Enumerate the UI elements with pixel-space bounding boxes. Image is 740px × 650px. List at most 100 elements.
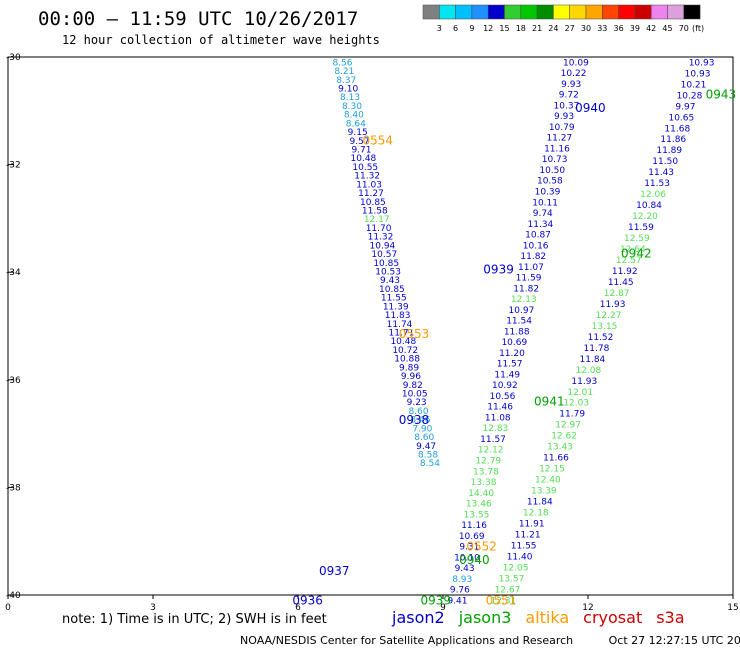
colorbar-swatch (650, 4, 668, 20)
swh-value: 10.39 (535, 188, 561, 198)
colorbar-swatch (569, 4, 587, 20)
swh-value: 10.10 (454, 553, 480, 563)
colorbar-unit: (ft) (692, 24, 704, 33)
swh-value: 12.06 (640, 190, 666, 200)
swh-value: 8.56 (332, 58, 352, 68)
swh-value: 9.10 (338, 85, 358, 95)
mission-legend-item: cryosat (583, 608, 643, 627)
colorbar-swatch (667, 4, 685, 20)
swh-value: 10.11 (532, 198, 558, 208)
colorbar-swatch (422, 4, 440, 20)
x-tick-label: 0 (5, 603, 11, 613)
swh-value: 11.71 (389, 328, 415, 338)
swh-value: 11.83 (385, 311, 411, 321)
swh-value: 11.74 (387, 320, 413, 330)
swh-value: 11.39 (383, 302, 409, 312)
swh-value: 12.62 (551, 432, 577, 442)
pass-time-label: 0940 (575, 101, 606, 115)
swh-value: 11.16 (461, 521, 487, 531)
swh-value: 11.45 (608, 278, 634, 288)
swh-value: 11.68 (664, 124, 690, 134)
swh-value: 10.87 (525, 231, 551, 241)
colorbar-label: 12 (483, 24, 493, 33)
colorbar-label: 24 (548, 24, 558, 33)
swh-value: 12.57 (616, 256, 642, 266)
swh-value: 10.50 (539, 166, 565, 176)
swh-value: 12.27 (596, 311, 622, 321)
swh-value: 10.69 (501, 338, 527, 348)
colorbar: 3 6 9 12 15 18 21 24 27 30 33 36 39 42 45 70 (ft) (422, 4, 704, 33)
swh-value: 14.40 (468, 489, 494, 499)
swh-value: 8.60 (409, 407, 429, 417)
colorbar-swatch (553, 4, 570, 20)
colorbar-label: 33 (597, 24, 607, 33)
swh-value: 12.64 (620, 245, 646, 255)
y-tick-label: -38 (6, 483, 21, 493)
swh-value: 8.58 (418, 450, 438, 460)
swh-value: 12.12 (478, 446, 504, 456)
pass-time-label: 0551 (486, 593, 517, 607)
swh-value: 9.82 (403, 381, 423, 391)
swh-value: 11.59 (628, 223, 654, 233)
swh-value: 10.55 (352, 163, 378, 173)
swh-value: 9.15 (348, 128, 368, 138)
colorbar-swatch (536, 4, 554, 20)
pass-time-label: 0940 (459, 553, 490, 567)
track-values: 8.568.218.379.108.138.308.408.649.159.57… (332, 58, 714, 606)
swh-value: 11.40 (507, 552, 533, 562)
swh-value: 9.76 (450, 586, 470, 596)
swh-value: 9.31 (459, 543, 479, 553)
swh-value: 11.70 (366, 224, 392, 234)
swh-value: 10.48 (390, 337, 416, 347)
swh-value: 11.55 (511, 541, 537, 551)
swh-value: 11.53 (644, 179, 670, 189)
mission-legend: jason2 jason3 altika cryosat s3a (392, 608, 699, 627)
swh-value: 10.92 (492, 381, 518, 391)
swh-value: 9.97 (675, 102, 695, 112)
swh-value: 10.97 (509, 306, 535, 316)
swh-value: 9.43 (380, 276, 400, 286)
swh-value: 11.79 (559, 410, 585, 420)
swh-value: 11.08 (485, 413, 511, 423)
x-tick-label: 6 (295, 603, 301, 613)
swh-value: 10.28 (677, 91, 703, 101)
swh-value: 11.57 (480, 435, 506, 445)
swh-value: 9.74 (533, 209, 553, 219)
colorbar-label: 45 (662, 24, 672, 33)
swh-value: 12.83 (483, 424, 509, 434)
swh-value: 11.27 (358, 189, 384, 199)
colorbar-label: 21 (532, 24, 542, 33)
swh-value: 8.46 (410, 416, 430, 426)
swh-value: 11.93 (571, 377, 597, 387)
swh-value: 8.54 (420, 459, 440, 469)
swh-value: 10.57 (371, 250, 397, 260)
swh-value: 11.89 (656, 146, 682, 156)
swh-value: 11.82 (513, 284, 539, 294)
swh-value: 8.93 (452, 575, 472, 585)
pass-time-label: 0941 (534, 394, 565, 408)
colorbar-label: 36 (614, 24, 624, 33)
swh-value: 11.93 (600, 300, 626, 310)
swh-value: 9.71 (351, 146, 371, 156)
chart-axes: 0 3 6 9 12 15 -40 -38 -36 -34 -32 -30 (5, 53, 739, 613)
swh-value: 12.03 (563, 399, 589, 409)
pass-time-label: 0554 (362, 133, 393, 147)
chart-subtitle: 12 hour collection of altimeter wave hei… (62, 33, 380, 47)
swh-value: 11.27 (546, 134, 572, 144)
swh-value: 9.43 (455, 564, 475, 574)
swh-value: 12.18 (523, 509, 549, 519)
swh-value: 10.37 (554, 101, 580, 111)
colorbar-label: 18 (516, 24, 526, 33)
swh-value: 12.05 (503, 563, 529, 573)
swh-value: 8.37 (336, 76, 356, 86)
swh-value: 10.53 (375, 267, 401, 277)
colorbar-swatch (504, 4, 522, 20)
pass-time-label: 0937 (319, 564, 350, 578)
colorbar-swatch (520, 4, 538, 20)
swh-value: 12.79 (475, 457, 501, 467)
x-tick-label: 3 (150, 603, 156, 613)
colorbar-label: 15 (499, 24, 509, 33)
mission-legend-item: jason2 (392, 608, 445, 627)
colorbar-swatch (602, 4, 619, 20)
